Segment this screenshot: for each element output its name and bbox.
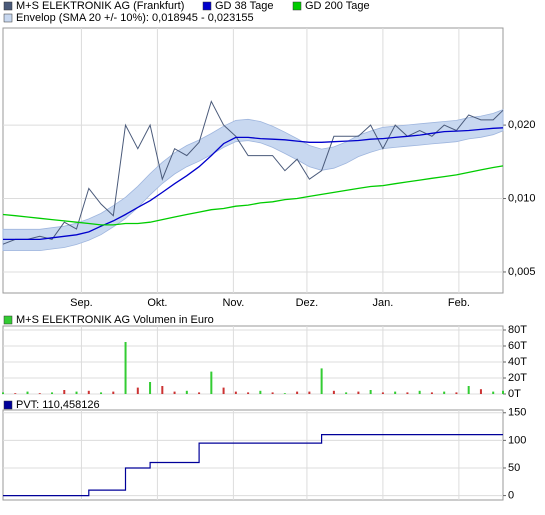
panel-frame xyxy=(2,409,504,501)
x-tick-label: Jan. xyxy=(373,297,394,309)
y-tick-label: 150 xyxy=(508,407,526,419)
y-tick-label: 40T xyxy=(508,356,527,368)
y-tick-label: 0 xyxy=(508,489,514,501)
y-tick-label: 50 xyxy=(508,462,520,474)
volume-bar xyxy=(38,393,41,394)
legend-swatch xyxy=(202,1,212,11)
legend-swatch xyxy=(3,13,13,23)
volume-bar xyxy=(2,392,4,394)
price-line xyxy=(3,127,504,241)
volume-bar xyxy=(320,368,323,394)
y-tick-label: 100 xyxy=(508,434,526,446)
legend-label: GD 38 Tage xyxy=(215,0,274,12)
volume-bar xyxy=(283,393,286,394)
volume-bar xyxy=(406,392,409,394)
volume-bar xyxy=(234,391,237,394)
legend-label: M+S ELEKTRONIK AG (Frankfurt) xyxy=(16,0,184,12)
envelope-band xyxy=(2,109,504,252)
legend-swatch xyxy=(292,1,302,11)
volume-bar xyxy=(26,391,29,394)
volume-bar xyxy=(259,390,262,394)
volume-bar xyxy=(75,391,78,394)
volume-bar xyxy=(357,391,360,394)
volume-bar xyxy=(112,391,115,394)
volume-bar xyxy=(210,371,213,394)
volume-bar xyxy=(51,392,54,394)
volume-bar xyxy=(296,391,299,394)
volume-bar xyxy=(467,386,470,394)
y-tick-label: 0,020 xyxy=(508,119,536,131)
x-tick-label: Feb. xyxy=(448,297,470,309)
panel-frame xyxy=(2,27,504,294)
legend-swatch xyxy=(3,315,13,325)
volume-bar xyxy=(369,390,372,394)
volume-bar xyxy=(479,389,482,394)
volume-bar xyxy=(502,390,504,394)
legend-label: GD 200 Tage xyxy=(305,0,370,12)
volume-bar xyxy=(222,387,225,394)
volume-bar xyxy=(271,392,274,394)
volume-bar xyxy=(455,392,458,394)
x-tick-label: Okt. xyxy=(147,297,167,309)
volume-bar xyxy=(185,390,188,394)
volume-bar xyxy=(394,391,397,394)
y-tick-label: 60T xyxy=(508,340,527,352)
volume-bar xyxy=(418,390,421,394)
x-tick-label: Dez. xyxy=(296,297,319,309)
y-tick-label: 80T xyxy=(508,324,527,336)
volume-bar xyxy=(63,390,66,394)
volume-bar xyxy=(332,390,335,394)
pvt-line xyxy=(3,434,503,497)
y-tick-label: 0T xyxy=(508,388,521,400)
volume-bar xyxy=(308,391,311,394)
y-tick-label: 0,005 xyxy=(508,266,536,278)
price-line xyxy=(2,100,504,245)
volume-bar xyxy=(100,392,103,394)
volume-bar xyxy=(492,391,495,394)
volume-bar xyxy=(161,386,164,394)
legend-swatch xyxy=(3,1,13,11)
volume-bar xyxy=(149,382,152,394)
volume-bar xyxy=(136,387,139,394)
volume-bar xyxy=(14,393,17,394)
volume-bar xyxy=(87,390,90,394)
volume-bar xyxy=(381,392,384,394)
volume-bar xyxy=(443,391,446,394)
y-tick-label: 20T xyxy=(508,372,527,384)
panel-title: PVT: 110,458126 xyxy=(16,399,100,411)
volume-bar xyxy=(173,391,176,394)
panel-frame xyxy=(2,325,504,395)
y-tick-label: 0,010 xyxy=(508,192,536,204)
volume-bar xyxy=(247,392,250,394)
volume-bar xyxy=(198,392,201,394)
legend-swatch xyxy=(3,400,13,410)
volume-bar xyxy=(430,392,433,394)
panel-title: M+S ELEKTRONIK AG Volumen in Euro xyxy=(16,314,214,326)
price-line xyxy=(2,165,504,226)
x-tick-label: Sep. xyxy=(70,297,93,309)
volume-bar xyxy=(124,342,127,394)
x-tick-label: Nov. xyxy=(222,297,244,309)
volume-bar xyxy=(345,392,348,394)
legend-label: Envelop (SMA 20 +/- 10%): 0,018945 - 0,0… xyxy=(16,12,254,24)
